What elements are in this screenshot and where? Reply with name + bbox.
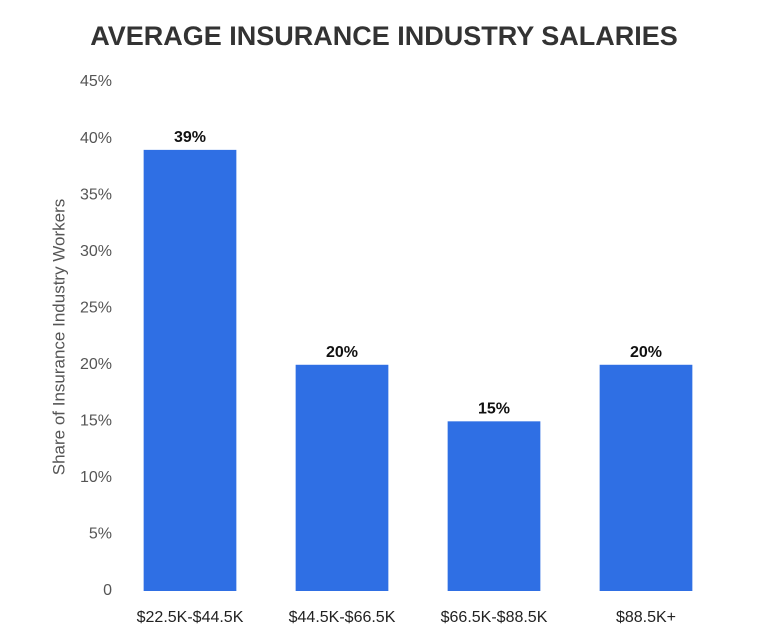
y-tick-label: 35% (80, 186, 112, 203)
chart-title: AVERAGE INSURANCE INDUSTRY SALARIES (90, 21, 678, 51)
bar (295, 364, 389, 591)
y-axis-label: Share of Insurance Industry Workers (49, 199, 68, 476)
value-label: 20% (326, 344, 358, 361)
x-tick-label: $22.5K-$44.5K (137, 609, 244, 626)
x-tick-label: $66.5K-$88.5K (441, 609, 548, 626)
x-tick-label: $44.5K-$66.5K (289, 609, 396, 626)
y-tick-label: 0 (103, 582, 112, 599)
y-tick-label: 20% (80, 356, 112, 373)
value-label: 39% (174, 129, 206, 146)
bar (143, 149, 237, 591)
y-tick-label: 40% (80, 130, 112, 147)
bar (447, 421, 541, 591)
y-tick-label: 30% (80, 243, 112, 260)
y-tick-label: 45% (80, 73, 112, 90)
bar (599, 364, 693, 591)
value-label: 20% (630, 344, 662, 361)
value-label: 15% (478, 401, 510, 418)
y-tick-label: 15% (80, 413, 112, 430)
y-tick-label: 5% (89, 526, 112, 543)
y-tick-label: 25% (80, 299, 112, 316)
x-tick-label: $88.5K+ (616, 609, 676, 626)
y-tick-label: 10% (80, 469, 112, 486)
